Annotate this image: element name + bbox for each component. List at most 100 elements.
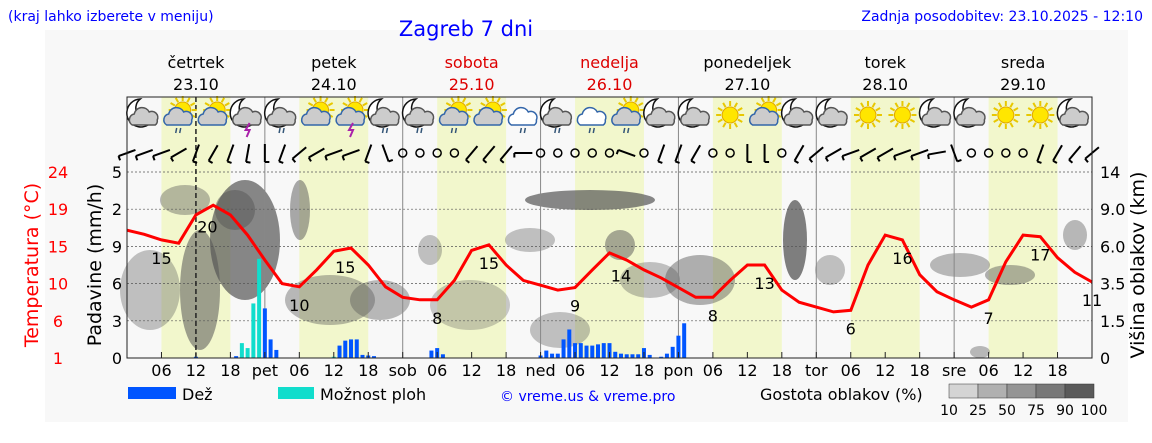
temperature-label: 15 [151, 249, 171, 268]
sun-ray [618, 102, 624, 107]
wind-calm-icon [449, 148, 460, 158]
sun-ray [170, 102, 176, 107]
rain-drop [416, 127, 419, 134]
moon-cloud-icon [643, 98, 676, 128]
location-hint[interactable]: (kraj lahko izberete v meniju) [8, 9, 214, 25]
wind-barb-feather [893, 155, 897, 161]
cloud-height-tick: 14 [1100, 163, 1120, 182]
sun-ray [622, 97, 628, 103]
rain-bar [555, 353, 560, 358]
credit-link[interactable]: © vreme.us & vreme.pro [500, 389, 675, 405]
cloud-density-area [525, 190, 655, 210]
temperature-label: 10 [289, 296, 309, 315]
sun-disc [721, 106, 739, 124]
legend-shower-swatch [278, 387, 314, 399]
x-tick-label: 18 [496, 361, 516, 380]
cloud-shape [369, 106, 400, 126]
x-tick-label: 06 [289, 361, 309, 380]
rain-bar [262, 308, 267, 358]
wind-barb-feather [364, 160, 370, 164]
wind-barb-feather [245, 160, 251, 164]
sun-ray [485, 97, 490, 103]
wind-barb-icon [381, 144, 390, 162]
wind-barb-icon [499, 145, 513, 161]
wind-barb-feather [482, 159, 488, 164]
sun-ray [997, 102, 1003, 108]
sun-ray [480, 102, 486, 107]
wind-calm-icon [553, 148, 563, 158]
wind-barb-feather [927, 154, 930, 160]
shower-bar [251, 303, 256, 358]
sun-ray [1009, 102, 1014, 108]
cloud-shape [473, 106, 504, 126]
wind-calm-icon [725, 148, 735, 158]
wind-barb-feather [675, 160, 680, 164]
cloud-density-area [1063, 220, 1087, 250]
wind-barb-feather [152, 155, 156, 161]
rain-bar [371, 356, 376, 358]
temperature-tick: 10 [48, 275, 68, 294]
x-tick-label: tor [805, 361, 828, 380]
day-date: 27.10 [724, 75, 770, 94]
sun-ray [224, 102, 230, 107]
wind-barb-icon [841, 148, 860, 158]
wind-barb-icon [465, 145, 479, 161]
cloud-shape [197, 106, 228, 126]
day-name: sobota [445, 53, 499, 72]
wind-barb-feather [278, 160, 284, 164]
cloud-height-tick: 3.5 [1100, 275, 1125, 294]
daylight-band [299, 97, 369, 358]
cloud-height-tick: 1.5 [1100, 312, 1125, 331]
wind-barb-icon [690, 144, 702, 162]
day-name: četrtek [167, 53, 225, 72]
rain-bar [682, 323, 687, 358]
colorbar-segment [1035, 383, 1066, 399]
rain-bar [578, 343, 583, 358]
rain-bar [659, 356, 664, 358]
rain-bar [630, 354, 635, 358]
page-title: Zagreb 7 dni [399, 17, 533, 41]
day-date: 28.10 [862, 75, 908, 94]
sun-ray [993, 118, 999, 123]
moon-cloud-rain-icon [401, 98, 435, 134]
day-date: 24.10 [311, 75, 357, 94]
temperature-axis-title: Temperatura (°C) [21, 183, 43, 348]
sun-ray [906, 122, 911, 128]
moon-cloud-icon [815, 98, 848, 128]
day-date: 23.10 [173, 75, 219, 94]
moon-cloud-thunder-icon [229, 98, 262, 138]
daylight-band [850, 97, 920, 358]
moon-cloud-rain-icon [263, 98, 297, 134]
sun-ray [1047, 107, 1053, 112]
cloud-density-area [180, 230, 220, 350]
sun-ray [894, 102, 899, 108]
sun-ray [189, 102, 196, 107]
wind-barb-icon [859, 147, 877, 159]
rain-bar [584, 345, 589, 358]
rain-bar [440, 354, 445, 358]
sun-icon [991, 101, 1020, 129]
sun-ray [312, 97, 317, 103]
day-name: sreda [1001, 53, 1045, 72]
sun-ray [1047, 118, 1053, 123]
sun-ray [875, 118, 881, 123]
rain-bar [590, 345, 595, 358]
wind-barb-icon [825, 147, 842, 159]
sun-icon [888, 101, 917, 129]
wind-calm-icon [535, 148, 546, 158]
wind-calm-icon [983, 148, 994, 158]
wind-calm-icon [1018, 148, 1028, 158]
sun-ray [772, 97, 777, 103]
wind-barb-icon [308, 147, 325, 159]
sun-ray [889, 107, 896, 112]
x-tick-label: 18 [909, 361, 929, 380]
sun-ray [1032, 102, 1037, 108]
sun-ray [1013, 118, 1019, 123]
rain-bar [676, 335, 681, 358]
rain-drop [385, 127, 389, 134]
sun-ray [875, 107, 881, 112]
sun-ray [722, 102, 727, 108]
day-date: 29.10 [1000, 75, 1046, 94]
x-tick-label: 06 [151, 361, 171, 380]
